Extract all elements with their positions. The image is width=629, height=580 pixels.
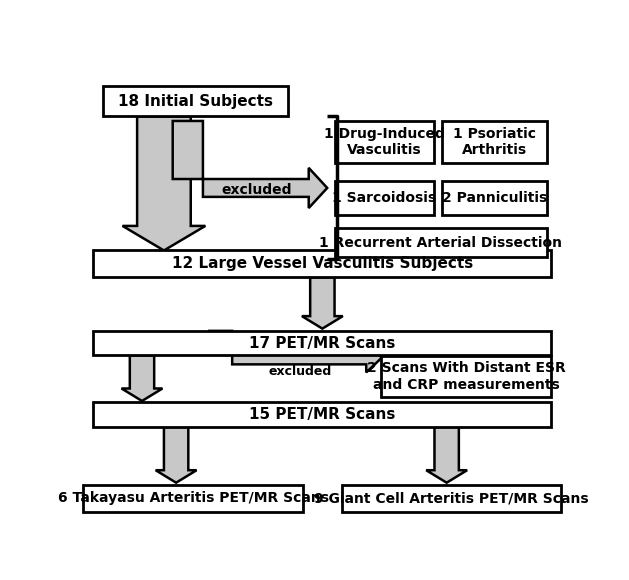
Text: 2 Scans With Distant ESR
and CRP measurements: 2 Scans With Distant ESR and CRP measure… — [367, 361, 565, 392]
Text: 6 Takayasu Arteritis PET/MR Scans: 6 Takayasu Arteritis PET/MR Scans — [58, 491, 329, 505]
Text: 1 Sarcoidosis: 1 Sarcoidosis — [333, 191, 437, 205]
Text: 18 Initial Subjects: 18 Initial Subjects — [118, 94, 273, 109]
Polygon shape — [173, 121, 327, 208]
Text: 2 Panniculitis: 2 Panniculitis — [442, 191, 547, 205]
Text: 15 PET/MR Scans: 15 PET/MR Scans — [249, 407, 396, 422]
Text: 12 Large Vessel Vasculitis Subjects: 12 Large Vessel Vasculitis Subjects — [172, 256, 473, 271]
FancyBboxPatch shape — [335, 228, 547, 257]
FancyBboxPatch shape — [93, 403, 552, 427]
Text: 1 Psoriatic
Arthritis: 1 Psoriatic Arthritis — [453, 127, 536, 157]
FancyBboxPatch shape — [103, 86, 288, 117]
Text: 1 Drug-Induced
Vasculitis: 1 Drug-Induced Vasculitis — [324, 127, 445, 157]
Polygon shape — [302, 277, 343, 329]
Text: excluded: excluded — [221, 183, 292, 197]
FancyBboxPatch shape — [84, 485, 303, 512]
FancyBboxPatch shape — [335, 121, 435, 164]
Text: 17 PET/MR Scans: 17 PET/MR Scans — [249, 336, 396, 351]
FancyBboxPatch shape — [442, 121, 547, 164]
Polygon shape — [155, 427, 197, 483]
FancyBboxPatch shape — [93, 331, 552, 356]
Text: 1 Recurrent Arterial Dissection: 1 Recurrent Arterial Dissection — [319, 235, 562, 249]
Text: excluded: excluded — [269, 365, 332, 378]
Polygon shape — [121, 356, 162, 401]
Polygon shape — [123, 117, 205, 251]
FancyBboxPatch shape — [93, 251, 552, 277]
FancyBboxPatch shape — [342, 485, 561, 512]
FancyBboxPatch shape — [335, 181, 435, 215]
Text: 9 Giant Cell Arteritis PET/MR Scans: 9 Giant Cell Arteritis PET/MR Scans — [314, 491, 589, 505]
FancyBboxPatch shape — [381, 356, 552, 397]
Polygon shape — [426, 427, 467, 483]
Polygon shape — [209, 331, 382, 372]
FancyBboxPatch shape — [442, 181, 547, 215]
